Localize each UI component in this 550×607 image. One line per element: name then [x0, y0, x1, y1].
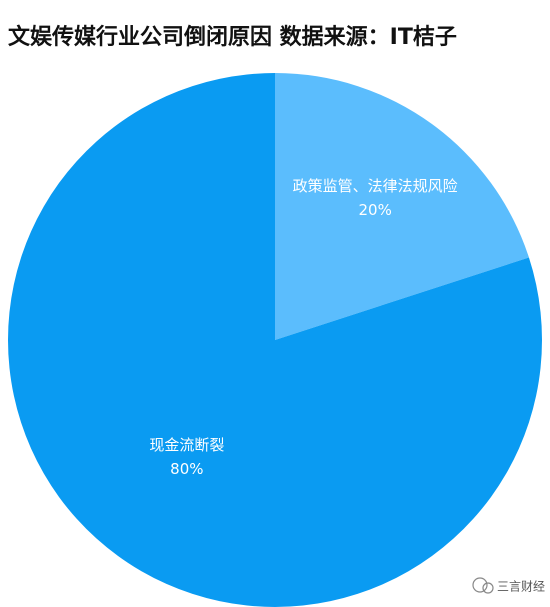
watermark: 三言财经 [497, 580, 545, 594]
slice-value-label: 80% [170, 460, 203, 478]
chart-title: 文娱传媒行业公司倒闭原因 数据来源：IT桔子 [8, 24, 457, 50]
pie-slice [275, 73, 529, 340]
watermark-icon [482, 582, 494, 594]
watermark-icon [472, 577, 488, 593]
slice-category-label: 现金流断裂 [149, 436, 224, 454]
pie-slice [7, 73, 542, 607]
slice-category-label: 政策监管、法律法规风险 [293, 177, 458, 195]
slice-value-label: 20% [358, 201, 391, 219]
